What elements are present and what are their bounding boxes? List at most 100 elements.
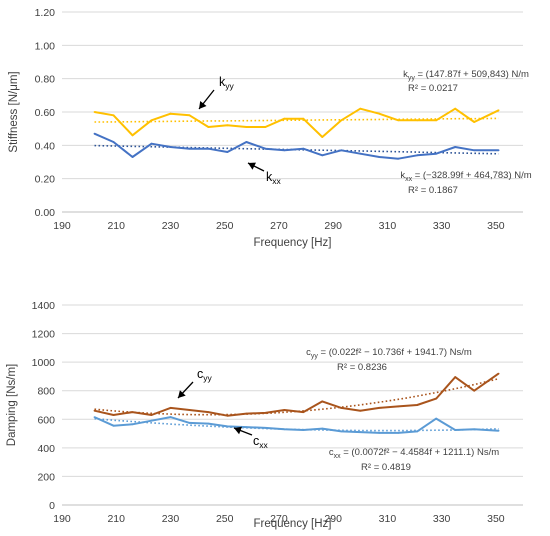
data-point-kxx [321, 154, 324, 157]
series-label-kxx-main: k [266, 170, 273, 184]
data-point-cyy [245, 412, 248, 415]
data-point-kyy [93, 111, 96, 113]
data-point-kyy [321, 136, 324, 138]
x-tick-label: 310 [379, 513, 397, 525]
series-label-kxx: kxx [266, 170, 282, 186]
series-label-kxx-sub: xx [272, 176, 281, 186]
data-point-cxx [435, 417, 438, 420]
series-label-cyy: cyy [197, 367, 213, 383]
y-tick-label: 0 [49, 500, 55, 512]
callout-arrowhead-kxx [248, 162, 256, 170]
data-point-kyy [473, 121, 476, 123]
data-point-kxx [497, 149, 500, 152]
trend-equation-cxx-rest: = (0.0072f² − 4.4584f + 1211.1) Ns/m [341, 447, 500, 458]
y-tick-label: 1400 [32, 300, 56, 312]
trendline-cxx [94, 417, 499, 432]
data-point-kxx [416, 154, 419, 157]
data-point-cxx [302, 429, 305, 431]
y-axis-title: Damping [Ns/m] [6, 364, 18, 446]
y-tick-label: 400 [37, 443, 55, 455]
x-tick-label: 270 [270, 513, 288, 525]
data-point-cyy [416, 404, 419, 406]
data-point-cxx [207, 422, 210, 425]
data-point-cxx [397, 432, 400, 434]
x-tick-label: 350 [487, 513, 505, 525]
data-point-cyy [264, 412, 267, 414]
x-tick-label: 230 [162, 513, 180, 525]
trendline-kxx [94, 144, 499, 155]
y-tick-label: 0.40 [35, 140, 56, 152]
series-label-kyy-main: k [219, 75, 226, 89]
x-tick-label: 330 [433, 220, 451, 232]
data-point-cyy [435, 397, 438, 400]
data-point-kxx [245, 141, 248, 143]
series-label-cyy-sub: yy [203, 373, 212, 383]
data-point-kxx [359, 152, 362, 155]
y-tick-label: 1200 [32, 329, 56, 341]
trend-equation-cxx: cxx = (0.0072f² − 4.4584f + 1211.1) Ns/m [329, 447, 499, 460]
data-point-cxx [416, 430, 419, 433]
data-point-cxx [473, 428, 476, 431]
y-tick-label: 0.20 [35, 174, 56, 186]
x-tick-label: 230 [162, 220, 180, 232]
stiffness-chart: 0.00 0.20 0.40 0.60 0.80 1.00 1.20 190 210 230 250… [8, 7, 532, 249]
callout-arrowhead-cyy [178, 390, 186, 398]
series-label-kyy: kyy [219, 75, 235, 91]
trend-equation-cyy-sub: yy [311, 353, 319, 360]
y-tick-label: 800 [37, 386, 55, 398]
data-point-cyy [207, 411, 210, 413]
data-point-kyy [150, 119, 153, 122]
data-point-kyy [207, 126, 210, 128]
x-axis-title: Frequency [Hz] [254, 237, 332, 249]
data-point-kxx [207, 147, 210, 150]
data-point-kxx [435, 152, 438, 155]
data-point-cyy [188, 409, 191, 411]
data-point-cyy [397, 405, 400, 408]
series-line-cxx [94, 416, 499, 434]
y-tick-label: 0.80 [35, 74, 56, 86]
callout-arrowhead-kyy [199, 101, 207, 109]
y-tick-label: 200 [37, 471, 55, 483]
data-point-kyy [302, 117, 305, 120]
data-point-cyy [302, 411, 305, 413]
x-tick-label: 250 [216, 220, 234, 232]
y-tick-label: 1.00 [35, 40, 56, 52]
data-point-cyy [321, 400, 324, 403]
x-axis-title: Frequency [Hz] [254, 518, 332, 530]
data-point-kyy [378, 112, 381, 115]
x-tick-label: 190 [53, 513, 71, 525]
x-tick-label: 350 [487, 220, 505, 232]
data-point-kxx [131, 156, 134, 158]
data-point-cxx [169, 416, 172, 418]
y-tick-label: 1.20 [35, 7, 56, 19]
data-point-kyy [131, 134, 134, 137]
trend-equation-kxx-sub: xx [405, 176, 413, 183]
r-squared-kxx: R² = 0.1867 [408, 185, 458, 196]
data-point-kyy [188, 114, 191, 117]
data-point-kxx [378, 156, 381, 158]
data-point-cxx [131, 423, 134, 426]
data-point-kyy [454, 107, 457, 110]
data-point-cyy [359, 409, 362, 412]
trend-equation-cyy: cyy = (0.022f² − 10.736f + 1941.7) Ns/m [306, 347, 472, 360]
data-point-kxx [283, 149, 286, 152]
data-point-kxx [188, 147, 191, 150]
data-point-cyy [93, 409, 96, 412]
data-point-kyy [283, 117, 286, 120]
data-point-cyy [226, 414, 229, 417]
y-tick-label: 0.60 [35, 107, 56, 119]
series-line-kxx [94, 132, 499, 160]
data-point-kyy [169, 112, 172, 115]
data-point-kxx [302, 147, 305, 150]
data-point-cxx [283, 428, 286, 431]
trend-equation-kxx-rest: = (−328.99f + 464,783) N/m [412, 170, 532, 181]
data-point-cyy [150, 414, 153, 416]
data-point-kyy [435, 119, 438, 122]
r-squared-cyy: R² = 0.8236 [337, 362, 387, 373]
data-point-cxx [359, 431, 362, 433]
data-point-cxx [112, 424, 115, 427]
series-label-kyy-sub: yy [225, 81, 234, 91]
r-squared-kyy: R² = 0.0217 [408, 83, 458, 94]
series-line-kyy [94, 107, 500, 138]
